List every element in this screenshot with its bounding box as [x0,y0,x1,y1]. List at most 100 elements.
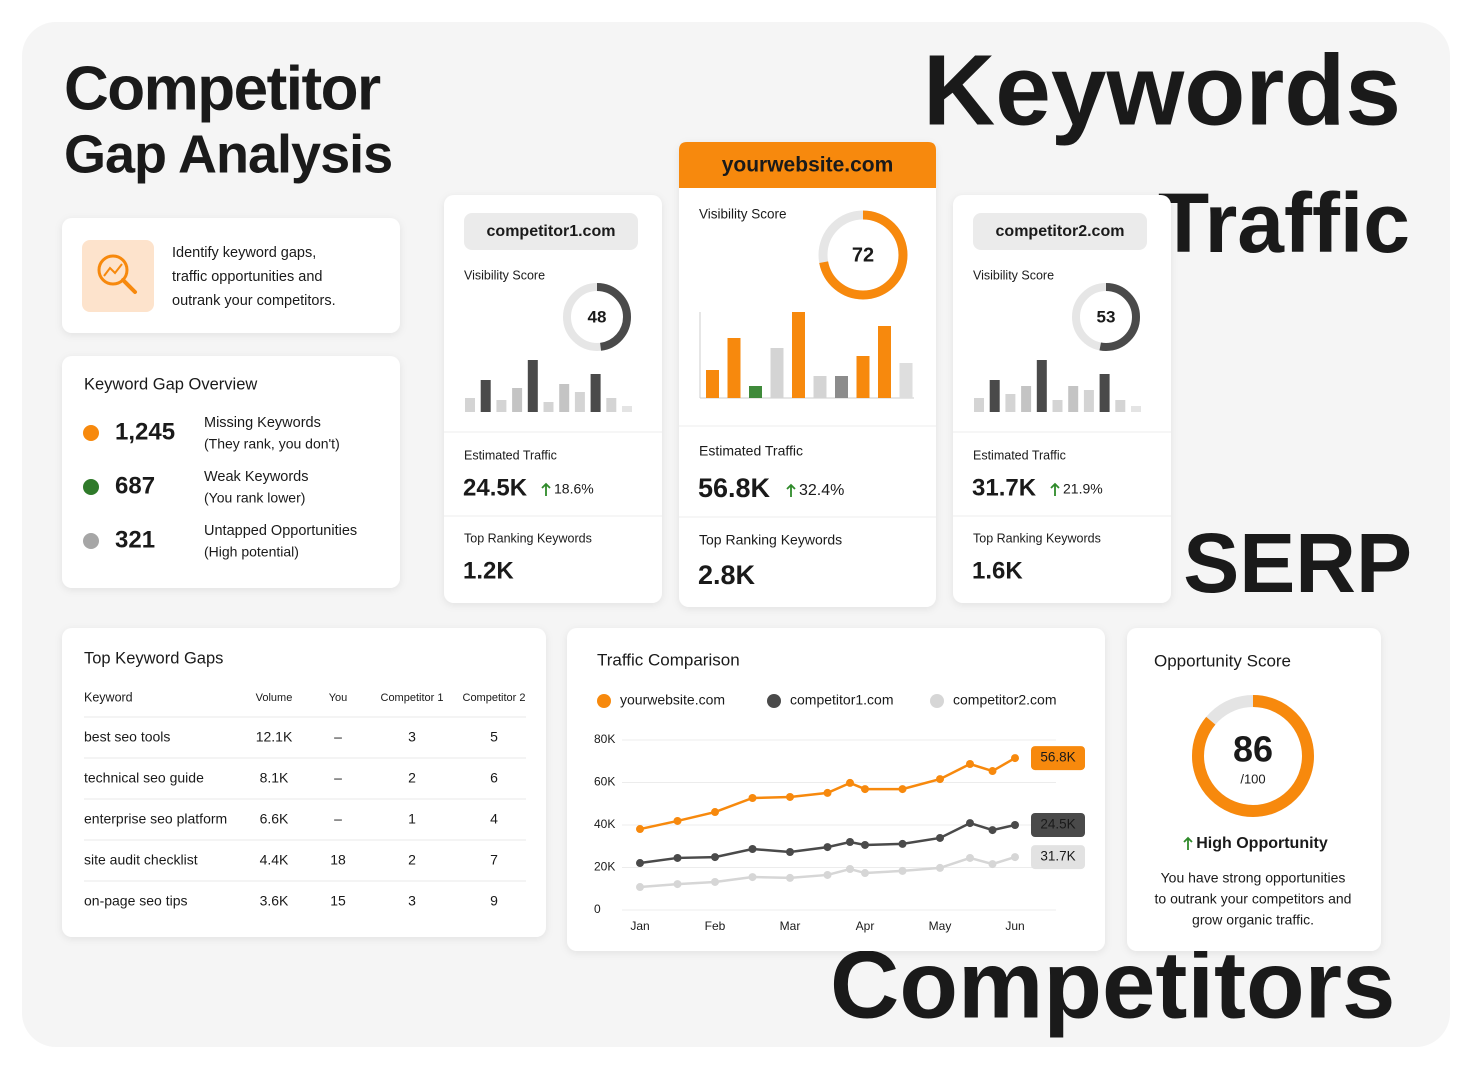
metric-value: 687 [115,472,155,499]
table-cell: – [334,811,342,827]
mini-bar [749,386,762,398]
table-cell: enterprise seo platform [84,811,227,827]
site-pill [973,213,1147,250]
table-cell: 18 [330,852,346,868]
mini-bar [1036,360,1047,412]
metric-label: Estimated Traffic [973,448,1066,462]
table-cell: 5 [490,729,498,745]
metric-label: Top Ranking Keywords [699,532,842,548]
mini-bar [706,370,719,398]
mini-bar [465,398,475,412]
point [673,853,682,862]
legend-dot [83,425,99,441]
description: to outrank your competitors and [1155,891,1352,907]
site-name: competitor2.com [996,223,1125,240]
search-icon [103,263,123,277]
column-header: Keyword [84,690,133,704]
metric-label: Untapped Opportunities [204,523,357,539]
y-tick-label: 40K [594,817,615,831]
point [936,775,944,784]
card-header [679,142,936,188]
point [748,873,757,882]
arrow-icon [1183,836,1193,850]
column-header: You [329,692,348,704]
metric-value: 1.2K [463,557,514,584]
column-header: Competitor 2 [463,692,526,704]
metric-value: 2.8K [698,560,756,590]
point [636,859,644,868]
x-tick-label: Jan [630,919,649,933]
legend-dot [930,694,944,708]
column-header: Competitor 1 [381,692,444,704]
point [636,825,644,834]
point [748,845,757,854]
metric-note: (They rank, you don't) [204,436,340,452]
table-cell: 8.1K [260,770,289,786]
intro-text: Identify keyword gaps, [172,245,316,261]
watermark: Keywords [923,34,1401,146]
table-cell: on-page seo tips [84,893,188,909]
mini-bar [727,338,741,398]
mini-bar [1052,400,1063,412]
end-label: 31.7K [1040,849,1075,864]
card [679,142,936,607]
table-cell: 3 [408,893,416,909]
y-tick-label: 20K [594,860,615,874]
point [823,843,832,852]
card [62,356,400,588]
metric-label: Estimated Traffic [464,448,557,462]
x-tick-label: Apr [856,919,875,933]
end-label: 24.5K [1040,817,1075,832]
card [953,195,1171,603]
mini-bar [974,398,984,412]
site-pill [464,213,638,250]
card-title: Opportunity Score [1154,651,1291,670]
card [444,195,662,603]
metric-label: Estimated Traffic [699,443,803,459]
mini-bar [792,312,805,398]
gauge-arc [1072,283,1140,351]
table-cell: technical seo guide [84,770,204,786]
table-cell: 4.4K [260,852,289,868]
point [823,870,832,879]
mini-bar [622,406,632,412]
point [823,788,832,797]
site-name: competitor1.com [487,223,616,240]
column-header: Volume [256,692,293,704]
metric-label: Top Ranking Keywords [973,531,1101,545]
end-badge [1031,813,1085,837]
metric-note: (High potential) [204,544,299,560]
y-tick-label: 60K [594,775,615,789]
mini-bar [1131,406,1141,412]
point [861,840,869,849]
metric-label: Weak Keywords [204,469,309,485]
growth: 18.6% [554,481,594,497]
point [786,873,794,882]
mini-bar [1068,386,1079,412]
legend-label: competitor2.com [953,692,1056,708]
card-title: Keyword Gap Overview [84,375,257,393]
point [861,869,869,878]
point [1011,821,1019,829]
metric-value: 56.8K [698,473,771,503]
point [673,880,682,889]
arrow-icon [786,483,796,497]
table-cell: 1 [408,811,416,827]
mini-bar [606,398,617,412]
gauge-arc [1192,695,1314,817]
metric-label: Top Ranking Keywords [464,531,592,545]
mini-bar [989,380,1000,412]
mini-bar [899,363,913,398]
watermark: Traffic [1158,176,1410,270]
mini-bar [590,374,601,412]
point [846,778,854,787]
point [936,863,944,872]
description: grow organic traffic. [1192,912,1314,928]
end-badge [1031,746,1085,771]
metric-value: 1,245 [115,418,175,445]
legend-label: yourwebsite.com [620,692,725,708]
point [846,838,854,846]
mini-bar [1021,386,1032,412]
legend-label: competitor1.com [790,692,893,708]
